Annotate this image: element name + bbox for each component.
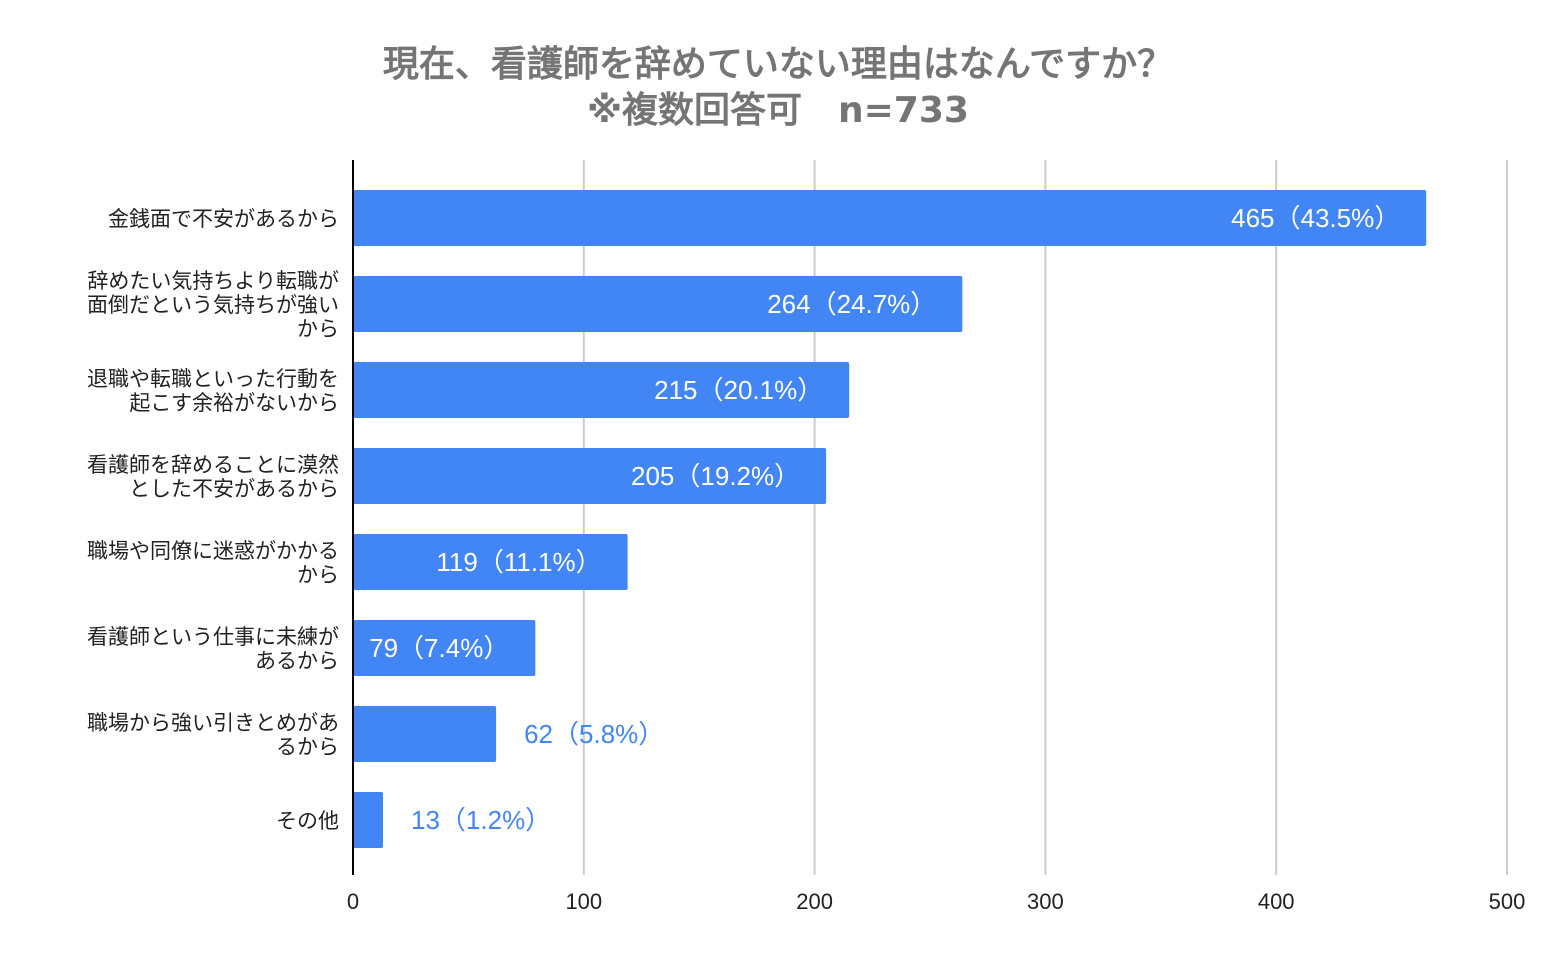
data-label: 119（11.1%） [436,547,601,577]
category-label: 看護師を辞めることに漠然 [87,453,339,477]
category-label: から [297,563,339,587]
x-tick-label: 500 [1489,889,1526,914]
data-label: 79（7.4%） [369,633,509,663]
category-label: あるから [255,649,339,673]
category-label: るから [276,735,339,759]
data-label: 205（19.2%） [631,461,800,491]
category-label: 職場から強い引きとめがあ [87,711,339,735]
bar [353,534,628,590]
category-label: その他 [276,809,339,833]
bar [353,448,827,504]
category-label: 面倒だという気持ちが強い [87,293,339,317]
x-tick-label: 0 [347,889,359,914]
category-label: から [297,317,339,341]
chart-title-line2: ※複数回答可 n=733 [587,90,969,131]
category-label: 看護師という仕事に未練が [87,625,339,649]
chart-title: 現在、看護師を辞めていない理由はなんですか？ ※複数回答可 n=733 [0,42,1556,134]
category-label: 起こす余裕がないから [129,391,339,415]
x-tick-label: 200 [796,889,833,914]
category-label: 退職や転職といった行動を [87,367,339,391]
category-label: 辞めたい気持ちより転職が [87,269,339,293]
bar [353,706,497,762]
x-tick-label: 300 [1027,889,1064,914]
chart-title-line1: 現在、看護師を辞めていない理由はなんですか？ [382,44,1174,85]
x-tick-label: 400 [1258,889,1295,914]
data-label: 62（5.8%） [524,719,664,749]
x-tick-label: 100 [565,889,602,914]
data-label: 264（24.7%） [767,289,936,319]
data-label: 13（1.2%） [411,805,551,835]
category-label: とした不安があるから [129,477,339,501]
bar [353,190,1427,246]
data-label: 465（43.5%） [1231,203,1400,233]
category-label: 金銭面で不安があるから [108,207,339,231]
bar [353,620,536,676]
data-label: 215（20.1%） [654,375,823,405]
category-label: 職場や同僚に迷惑がかかる [87,539,339,563]
bar [353,792,384,848]
bar [353,276,963,332]
bar [353,362,850,418]
